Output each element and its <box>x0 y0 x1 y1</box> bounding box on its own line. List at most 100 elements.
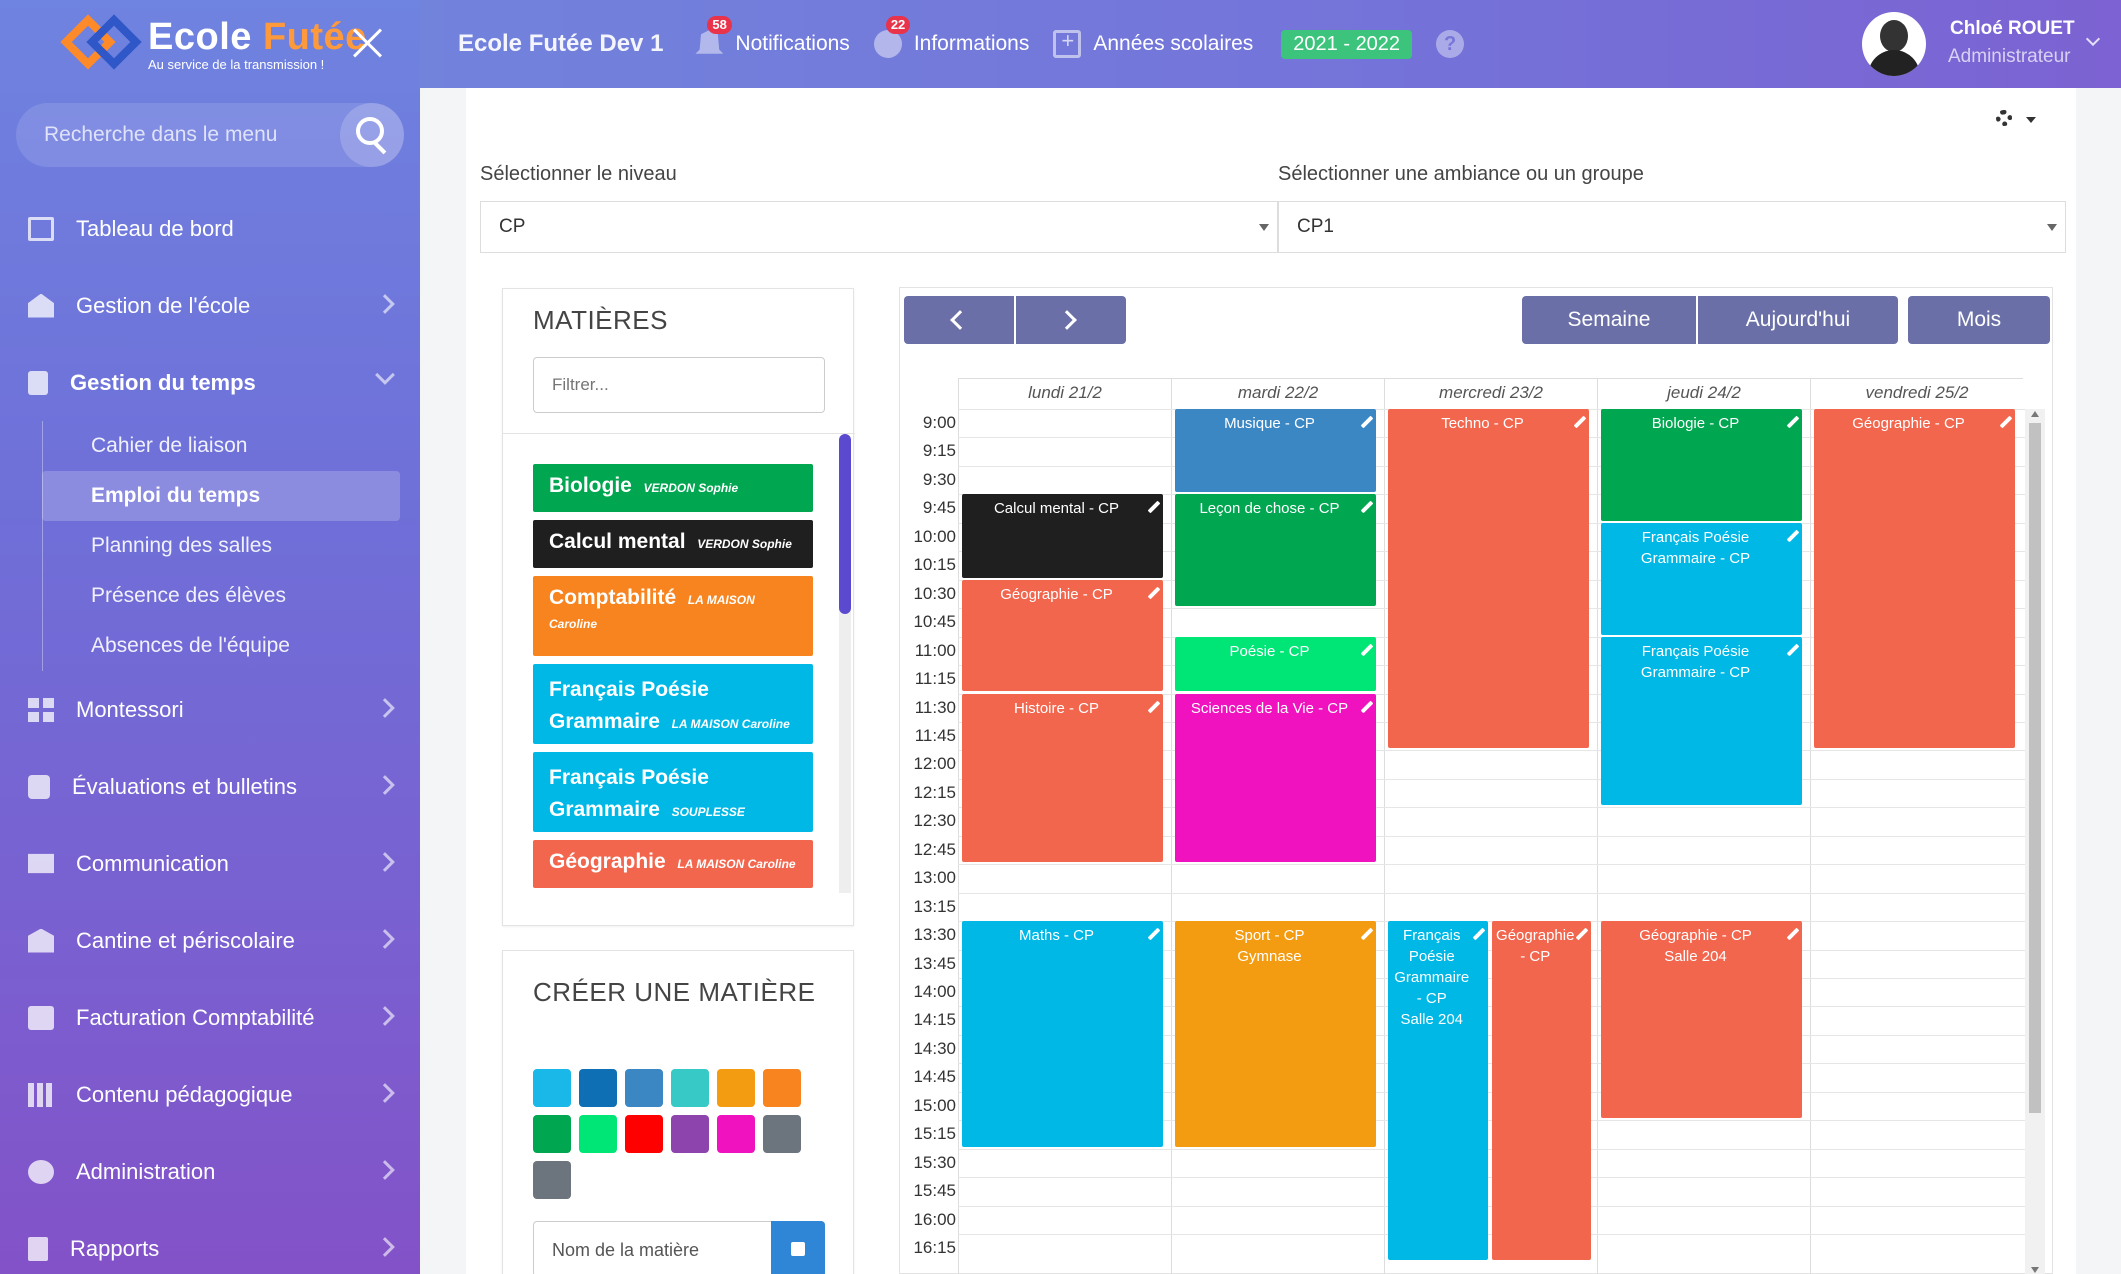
color-swatch[interactable] <box>625 1115 663 1153</box>
timetable-event[interactable]: Géographie - CP <box>1814 409 2015 749</box>
chevron-down-icon[interactable] <box>2085 31 2101 47</box>
calendar-scrollbar-thumb[interactable] <box>2029 423 2041 1113</box>
logo-tagline: Au service de la transmission ! <box>148 57 325 72</box>
subject-item[interactable]: Comptabilité LA MAISON Caroline <box>533 576 813 656</box>
edit-pencil-icon[interactable] <box>1360 500 1374 514</box>
color-swatch[interactable] <box>671 1069 709 1107</box>
edit-pencil-icon[interactable] <box>1786 643 1800 656</box>
timetable-event[interactable]: Techno - CP <box>1388 409 1589 749</box>
sidebar-subitem-planning-des-salles[interactable]: Planning des salles <box>91 534 272 557</box>
timetable-event[interactable]: Musique - CP <box>1175 409 1376 493</box>
edit-pencil-icon[interactable] <box>1147 927 1161 941</box>
sidebar-item-communication[interactable]: Communication <box>0 825 420 902</box>
color-swatch[interactable] <box>763 1115 801 1153</box>
avatar[interactable] <box>1862 12 1926 76</box>
sidebar-subitem-absences-equipe[interactable]: Absences de l'équipe <box>91 634 290 657</box>
edit-pencil-icon[interactable] <box>1472 927 1485 941</box>
sidebar-item-administration[interactable]: Administration <box>0 1133 420 1210</box>
sidebar-item-montessori[interactable]: Montessori <box>0 671 420 748</box>
subject-item[interactable]: Géographie LA MAISON Caroline <box>533 840 813 888</box>
subject-name-field[interactable]: Nom de la matière <box>533 1221 825 1274</box>
notifications-link[interactable]: 58 Notifications <box>695 16 850 58</box>
edit-pencil-icon[interactable] <box>1360 927 1374 941</box>
edit-pencil-icon[interactable] <box>1573 415 1587 429</box>
timetable-event[interactable]: Histoire - CP <box>962 693 1163 863</box>
sidebar-subitem-cahier-de-liaison[interactable]: Cahier de liaison <box>91 434 248 457</box>
edit-pencil-icon[interactable] <box>1999 415 2013 429</box>
sidebar-item-evaluations[interactable]: Évaluations et bulletins <box>0 748 420 825</box>
scroll-down-icon[interactable] <box>2031 1267 2039 1273</box>
edit-pencil-icon[interactable] <box>1786 927 1800 941</box>
timetable-event[interactable]: Sport - CP Gymnase <box>1175 921 1376 1147</box>
group-select[interactable]: CP1 <box>1278 201 2066 253</box>
edit-pencil-icon[interactable] <box>1360 700 1374 713</box>
view-week-button[interactable]: Semaine <box>1522 296 1696 344</box>
subject-item[interactable]: Français Poésie Grammaire LA MAISON Caro… <box>533 664 813 744</box>
subject-item[interactable]: Biologie VERDON Sophie <box>533 464 813 512</box>
color-swatch[interactable] <box>579 1115 617 1153</box>
sidebar-item-tableau-de-bord[interactable]: Tableau de bord <box>0 190 420 267</box>
add-square-icon[interactable] <box>771 1221 825 1274</box>
timetable-event[interactable]: Français Poésie Grammaire - CP Salle 204 <box>1388 921 1488 1261</box>
view-today-button[interactable]: Aujourd'hui <box>1698 296 1898 344</box>
edit-pencil-icon[interactable] <box>1147 700 1161 713</box>
sidebar-item-facturation[interactable]: Facturation Comptabilité <box>0 979 420 1056</box>
edit-pencil-icon[interactable] <box>1786 529 1800 543</box>
help-icon[interactable]: ? <box>1436 30 1465 58</box>
calendar-scrollbar[interactable] <box>2025 409 2045 1274</box>
timetable-event[interactable]: Maths - CP <box>962 921 1163 1147</box>
close-sidebar-icon[interactable] <box>348 22 388 62</box>
color-swatch[interactable] <box>533 1161 571 1199</box>
color-swatch[interactable] <box>717 1069 755 1107</box>
timetable-event[interactable]: Français Poésie Grammaire - CP <box>1601 522 1802 635</box>
informations-link[interactable]: 22 Informations <box>873 16 1029 58</box>
subject-item[interactable]: Français Poésie Grammaire SOUPLESSE Ludi… <box>533 752 813 853</box>
sidebar-item-cantine[interactable]: Cantine et périscolaire <box>0 902 420 979</box>
edit-pencil-icon[interactable] <box>1575 927 1589 941</box>
school-title[interactable]: Ecole Futée Dev 1 <box>458 30 664 57</box>
subjects-scrollbar-thumb[interactable] <box>839 434 851 614</box>
scroll-up-icon[interactable] <box>2031 411 2039 417</box>
color-swatch[interactable] <box>625 1069 663 1107</box>
sidebar-subitem-emploi-du-temps[interactable]: Emploi du temps <box>42 471 400 521</box>
level-select[interactable]: CP <box>480 201 1278 253</box>
sidebar-item-rapports[interactable]: Rapports <box>0 1210 420 1274</box>
color-swatch[interactable] <box>533 1115 571 1153</box>
search-icon[interactable] <box>340 103 404 167</box>
settings-dropdown[interactable] <box>1996 110 2036 130</box>
menu-search-input[interactable] <box>16 123 336 147</box>
next-week-button[interactable] <box>1016 296 1126 344</box>
current-year-badge[interactable]: 2021 - 2022 <box>1281 29 1413 59</box>
school-years-link[interactable]: Années scolaires <box>1053 28 1253 58</box>
edit-pencil-icon[interactable] <box>1360 415 1374 429</box>
edit-pencil-icon[interactable] <box>1147 586 1161 600</box>
subjects-filter-input[interactable] <box>533 357 825 413</box>
color-swatch[interactable] <box>717 1115 755 1153</box>
timetable-event[interactable]: Calcul mental - CP <box>962 494 1163 578</box>
color-swatch[interactable] <box>533 1069 571 1107</box>
edit-pencil-icon[interactable] <box>1786 415 1800 429</box>
timetable-event[interactable]: Géographie - CP Salle 204 <box>1601 921 1802 1119</box>
subject-item[interactable]: Calcul mental VERDON Sophie <box>533 520 813 568</box>
edit-pencil-icon[interactable] <box>1147 500 1161 514</box>
view-month-button[interactable]: Mois <box>1908 296 2050 344</box>
sidebar-item-contenu-pedagogique[interactable]: Contenu pédagogique <box>0 1056 420 1133</box>
timetable-event[interactable]: Poésie - CP <box>1175 636 1376 692</box>
user-name[interactable]: Chloé ROUET <box>1950 18 2075 39</box>
sidebar-subitem-presence-des-eleves[interactable]: Présence des élèves <box>91 584 286 607</box>
timetable-event[interactable]: Géographie - CP <box>1491 921 1591 1261</box>
timetable-event[interactable]: Sciences de la Vie - CP <box>1175 693 1376 863</box>
color-swatch[interactable] <box>671 1115 709 1153</box>
timetable-event[interactable]: Leçon de chose - CP <box>1175 494 1376 607</box>
sidebar-item-gestion-ecole[interactable]: Gestion de l'école <box>0 267 420 344</box>
prev-week-button[interactable] <box>904 296 1014 344</box>
color-swatch[interactable] <box>763 1069 801 1107</box>
timetable-event[interactable]: Géographie - CP <box>962 579 1163 692</box>
timetable-event[interactable]: Français Poésie Grammaire - CP <box>1601 636 1802 806</box>
edit-pencil-icon[interactable] <box>1360 643 1374 656</box>
time-label: 16:00 <box>913 1209 956 1229</box>
color-swatch[interactable] <box>579 1069 617 1107</box>
timetable-event[interactable]: Biologie - CP <box>1601 409 1802 521</box>
sidebar-header: Ecole Futée Au service de la transmissio… <box>0 0 420 88</box>
sidebar-item-gestion-du-temps[interactable]: Gestion du temps <box>0 344 420 421</box>
